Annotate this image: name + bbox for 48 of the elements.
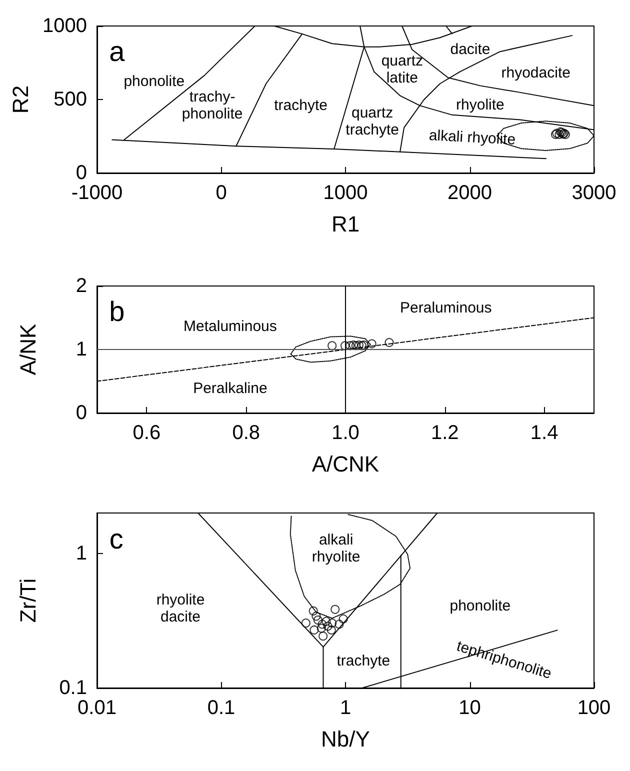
annotation: quartz trachyte [346,104,400,139]
annotation: Metaluminous [184,318,277,336]
x-tick-label: 0.6 [132,422,161,444]
annotation: c [109,524,124,555]
annotation: phonolite [450,598,511,615]
y-tick-label: 0.1 [59,677,87,699]
x-tick-label: -1000 [71,182,123,204]
annotation: trachyte [274,97,328,114]
annotation: rhyolite [456,96,504,114]
x-tick-label: 1.0 [332,422,360,444]
x-tick-label: 0.1 [207,697,236,719]
x-tick-label: 0.8 [232,422,260,444]
annotation: rhyolite dacite [156,592,205,626]
x-tick-label: 10 [458,697,481,719]
x-tick-label: 100 [577,697,611,719]
annotation: alkali rhyolite [312,532,360,566]
y-tick-label: 1 [76,338,87,360]
annotation: a [109,36,126,68]
annotation: Peralkaline [193,380,268,398]
annotation: dacite [450,41,490,58]
x-axis-title: A/CNK [312,452,380,476]
annotation: quartz latite [381,52,424,87]
x-axis-title: Nb/Y [321,726,370,752]
y-tick-label: 500 [54,88,87,110]
x-tick-label: 1000 [323,182,368,204]
x-tick-label: 0.01 [78,697,116,719]
annotation: trachy- phonolite [182,88,243,123]
x-tick-label: 1.2 [430,422,459,444]
y-axis-title: R2 [8,85,34,114]
annotation: Peraluminous [400,300,492,317]
annotation: alkali rhyolite [428,126,516,148]
y-tick-label: 1000 [42,15,87,37]
x-tick-label: 0 [216,182,227,204]
y-tick-label: 1 [76,542,87,564]
annotation: trachyte [336,652,390,670]
x-tick-label: 3000 [572,182,616,204]
x-tick-label: 1 [340,697,352,719]
y-tick-label: 2 [76,275,87,297]
x-tick-label: 2000 [448,182,492,204]
x-axis-title: R1 [331,212,360,236]
y-axis-title: Zr/Ti [16,578,40,623]
y-tick-label: 0 [76,162,87,184]
y-tick-label: 0 [76,402,87,424]
y-axis-title: A/NK [16,324,40,376]
annotation: b [109,296,125,327]
x-tick-label: 1.4 [530,422,558,444]
annotation: phonolite [124,73,185,90]
annotation: rhyodacite [501,64,570,82]
